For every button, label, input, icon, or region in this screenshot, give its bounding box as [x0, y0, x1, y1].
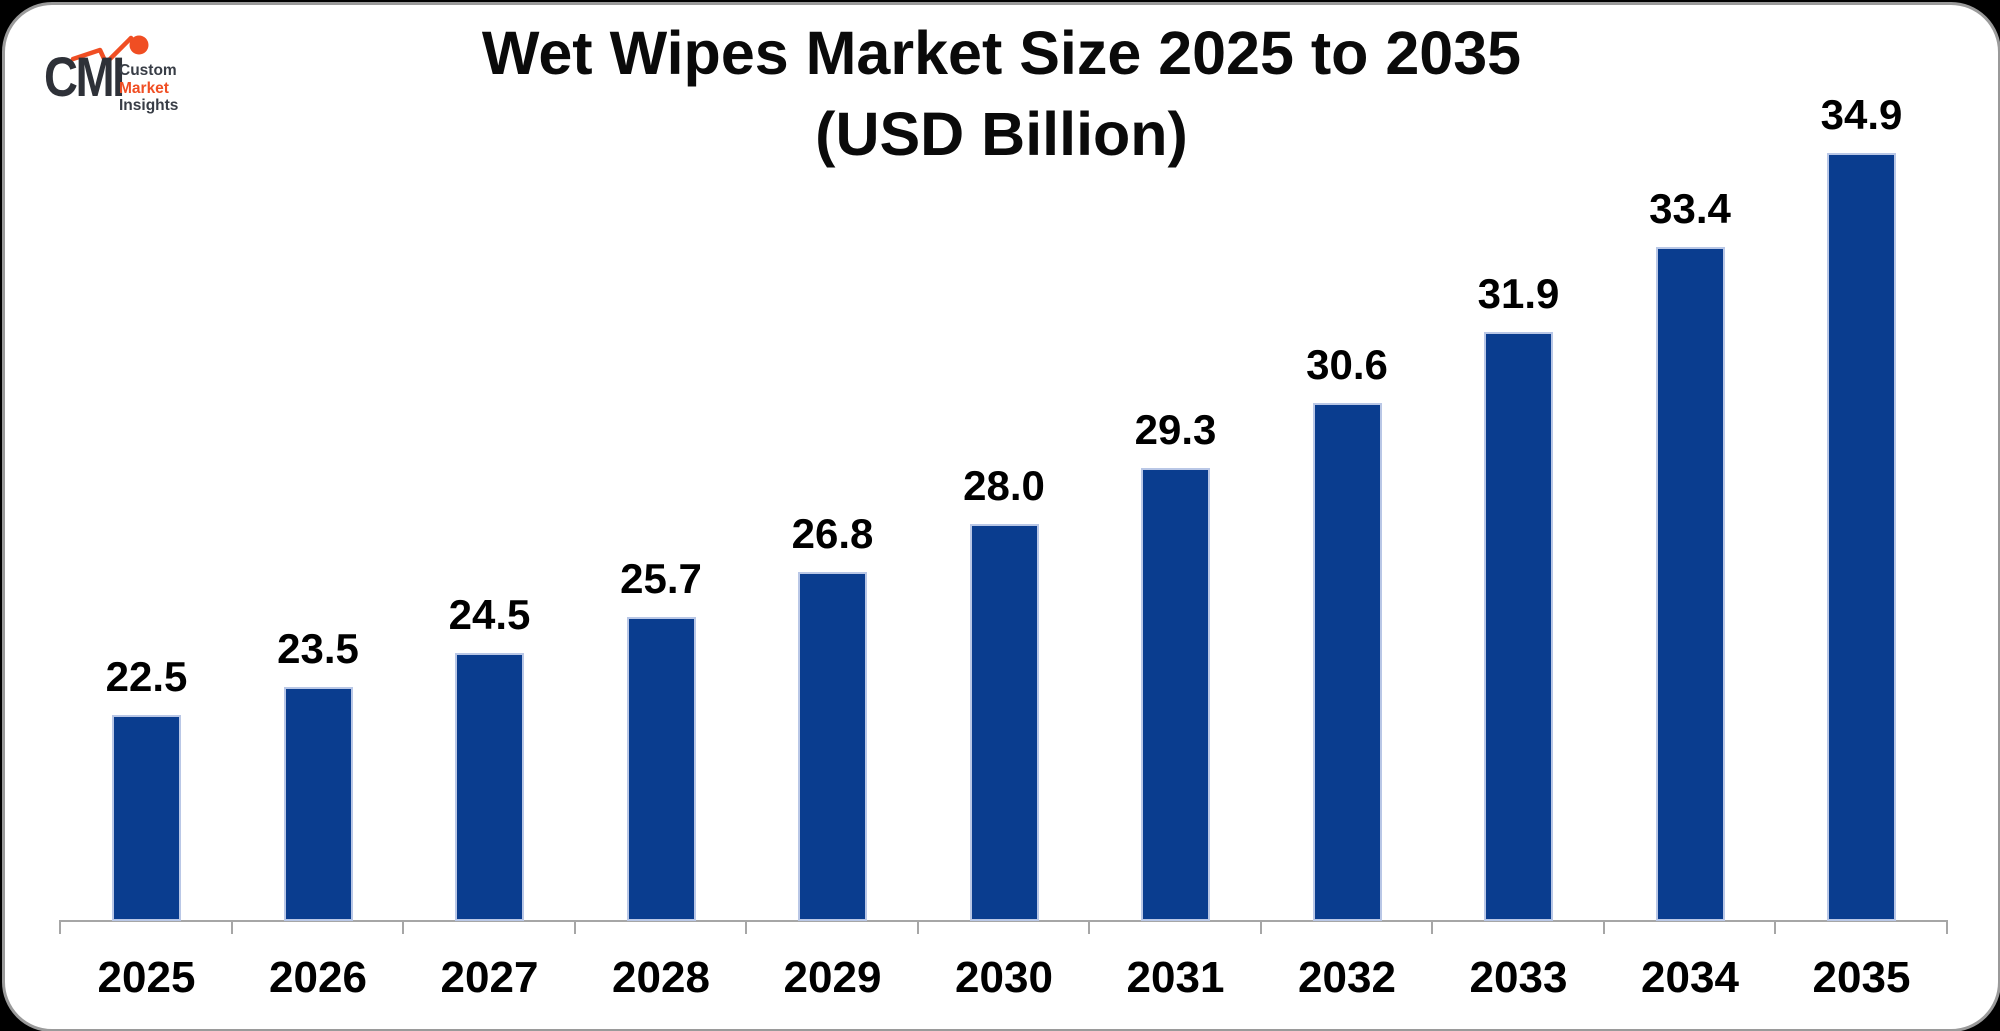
- value-label-2027: 24.5: [448, 591, 531, 638]
- bar-2034: [1655, 247, 1725, 921]
- plot-area: 22.5 2025 23.5 2026 24.5 2027 25.7 2028 26.8 2029…: [5, 5, 1998, 1029]
- bar-2025: [112, 715, 181, 921]
- logo-dot-icon: [129, 35, 149, 55]
- x-axis-tick: [402, 920, 404, 934]
- value-label-2034: 33.4: [1649, 185, 1731, 232]
- x-axis-tick: [573, 920, 576, 934]
- category-label-2029: 2029: [783, 953, 882, 1002]
- category-label-2031: 2031: [1126, 953, 1225, 1002]
- value-label-2029: 26.8: [791, 510, 874, 557]
- x-axis-tick: [1945, 920, 1948, 934]
- value-label-2031: 29.3: [1134, 406, 1217, 453]
- value-label-2035: 34.9: [1820, 91, 1903, 138]
- logo-chart-line-icon: [70, 35, 149, 66]
- category-label-2032: 2032: [1298, 953, 1396, 1002]
- x-axis-tick: [59, 920, 61, 934]
- bar-2029: [798, 572, 867, 921]
- category-label-2025: 2025: [97, 953, 196, 1002]
- x-axis-tick: [230, 920, 233, 934]
- value-label-2028: 25.7: [620, 555, 702, 602]
- logo-text-insights: Insights: [119, 97, 179, 114]
- value-label-2026: 23.5: [277, 625, 359, 672]
- bar-2026: [283, 687, 353, 921]
- x-axis-tick: [1602, 920, 1605, 934]
- value-label-2025: 22.5: [105, 653, 188, 700]
- x-axis-tick: [916, 920, 919, 934]
- x-axis-tick: [1259, 920, 1262, 934]
- logo-text-custom: Custom: [119, 62, 177, 79]
- bar-2033: [1484, 332, 1553, 921]
- chart-title: Wet Wipes Market Size 2025 to 2035 (USD …: [5, 13, 1998, 175]
- category-label-2028: 2028: [612, 953, 710, 1002]
- x-axis-tick: [1431, 920, 1433, 934]
- x-axis-tick: [745, 920, 747, 934]
- x-axis-tick: [1774, 920, 1776, 934]
- bar-2030: [969, 524, 1039, 921]
- logo-mark: CMI: [44, 45, 125, 108]
- logo-text: Custom Market Insights: [119, 62, 178, 115]
- value-label-2032: 30.6: [1306, 341, 1388, 388]
- category-label-2035: 2035: [1812, 953, 1911, 1002]
- category-label-2034: 2034: [1641, 953, 1739, 1002]
- bar-2031: [1141, 468, 1210, 921]
- value-label-2033: 31.9: [1477, 270, 1560, 317]
- category-label-2027: 2027: [440, 953, 539, 1002]
- brand-logo: CMI Custom Market Insights: [5, 5, 265, 135]
- bar-2035: [1827, 153, 1896, 921]
- category-label-2033: 2033: [1469, 953, 1568, 1002]
- x-axis-line: [60, 920, 1948, 922]
- bar-2027: [455, 653, 524, 921]
- bar-2028: [626, 617, 696, 921]
- category-label-2026: 2026: [269, 953, 367, 1002]
- chart-title-line1: Wet Wipes Market Size 2025 to 2035: [481, 19, 1522, 87]
- category-label-2030: 2030: [955, 953, 1053, 1002]
- bar-2032: [1312, 403, 1382, 921]
- logo-text-market: Market: [119, 79, 169, 97]
- value-label-2030: 28.0: [963, 462, 1045, 509]
- chart-title-line2: (USD Billion): [815, 100, 1188, 168]
- x-axis-tick: [1088, 920, 1090, 934]
